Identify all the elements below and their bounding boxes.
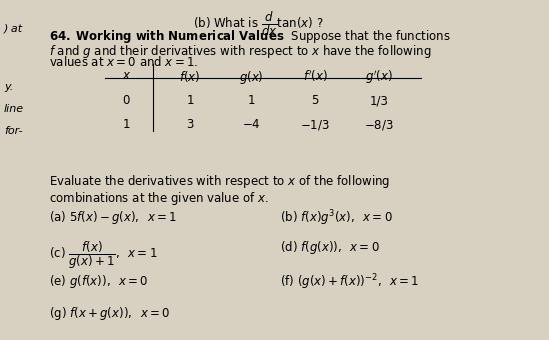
Text: $f$ and $g$ and their derivatives with respect to $x$ have the following: $f$ and $g$ and their derivatives with r… <box>49 42 432 60</box>
Text: 0: 0 <box>122 94 130 107</box>
Text: 1: 1 <box>186 94 194 107</box>
Text: $g'(x)$: $g'(x)$ <box>365 69 393 86</box>
Text: line: line <box>4 104 24 114</box>
Text: (e) $g(f(x)),\;\; x = 0$: (e) $g(f(x)),\;\; x = 0$ <box>49 273 149 290</box>
Text: $-4$: $-4$ <box>242 118 261 131</box>
Text: 1: 1 <box>122 118 130 131</box>
Text: (d) $f(g(x)),\;\; x = 0$: (d) $f(g(x)),\;\; x = 0$ <box>281 239 380 256</box>
Text: $x$: $x$ <box>122 69 131 82</box>
Text: 1: 1 <box>248 94 255 107</box>
Text: $\mathbf{64.}$ $\mathit{\mathbf{Working\ with\ Numerical\ Values}}$  Suppose tha: $\mathbf{64.}$ $\mathit{\mathbf{Working\… <box>49 28 451 45</box>
Text: ) at: ) at <box>4 23 23 33</box>
Text: 1/3: 1/3 <box>369 94 388 107</box>
Text: 5: 5 <box>311 94 319 107</box>
Text: (b) What is $\dfrac{d}{dx}\tan(x)$ ?: (b) What is $\dfrac{d}{dx}\tan(x)$ ? <box>193 10 323 37</box>
Text: (c) $\dfrac{f(x)}{g(x)+1},\;\; x = 1$: (c) $\dfrac{f(x)}{g(x)+1},\;\; x = 1$ <box>49 239 158 271</box>
Text: $f'(x)$: $f'(x)$ <box>302 69 328 84</box>
Text: (b) $f(x)g^3(x),\;\; x = 0$: (b) $f(x)g^3(x),\;\; x = 0$ <box>281 209 393 228</box>
Text: y.: y. <box>4 82 13 92</box>
Text: (a) $5f(x) - g(x),\;\; x = 1$: (a) $5f(x) - g(x),\;\; x = 1$ <box>49 209 177 226</box>
Text: $g(x)$: $g(x)$ <box>239 69 264 86</box>
Text: $f(x)$: $f(x)$ <box>180 69 201 84</box>
Text: $-1/3$: $-1/3$ <box>300 118 330 132</box>
Text: for-: for- <box>4 126 23 136</box>
Text: combinations at the given value of $x$.: combinations at the given value of $x$. <box>49 190 269 207</box>
Text: 3: 3 <box>187 118 194 131</box>
Text: Evaluate the derivatives with respect to $x$ of the following: Evaluate the derivatives with respect to… <box>49 173 390 190</box>
Text: values at $x = 0$ and $x = 1$.: values at $x = 0$ and $x = 1$. <box>49 55 199 69</box>
Text: $-8/3$: $-8/3$ <box>364 118 394 132</box>
Text: (g) $f(x+g(x)),\;\; x = 0$: (g) $f(x+g(x)),\;\; x = 0$ <box>49 305 170 322</box>
Text: (f) $(g(x)+f(x))^{-2},\;\; x=1$: (f) $(g(x)+f(x))^{-2},\;\; x=1$ <box>281 273 419 292</box>
